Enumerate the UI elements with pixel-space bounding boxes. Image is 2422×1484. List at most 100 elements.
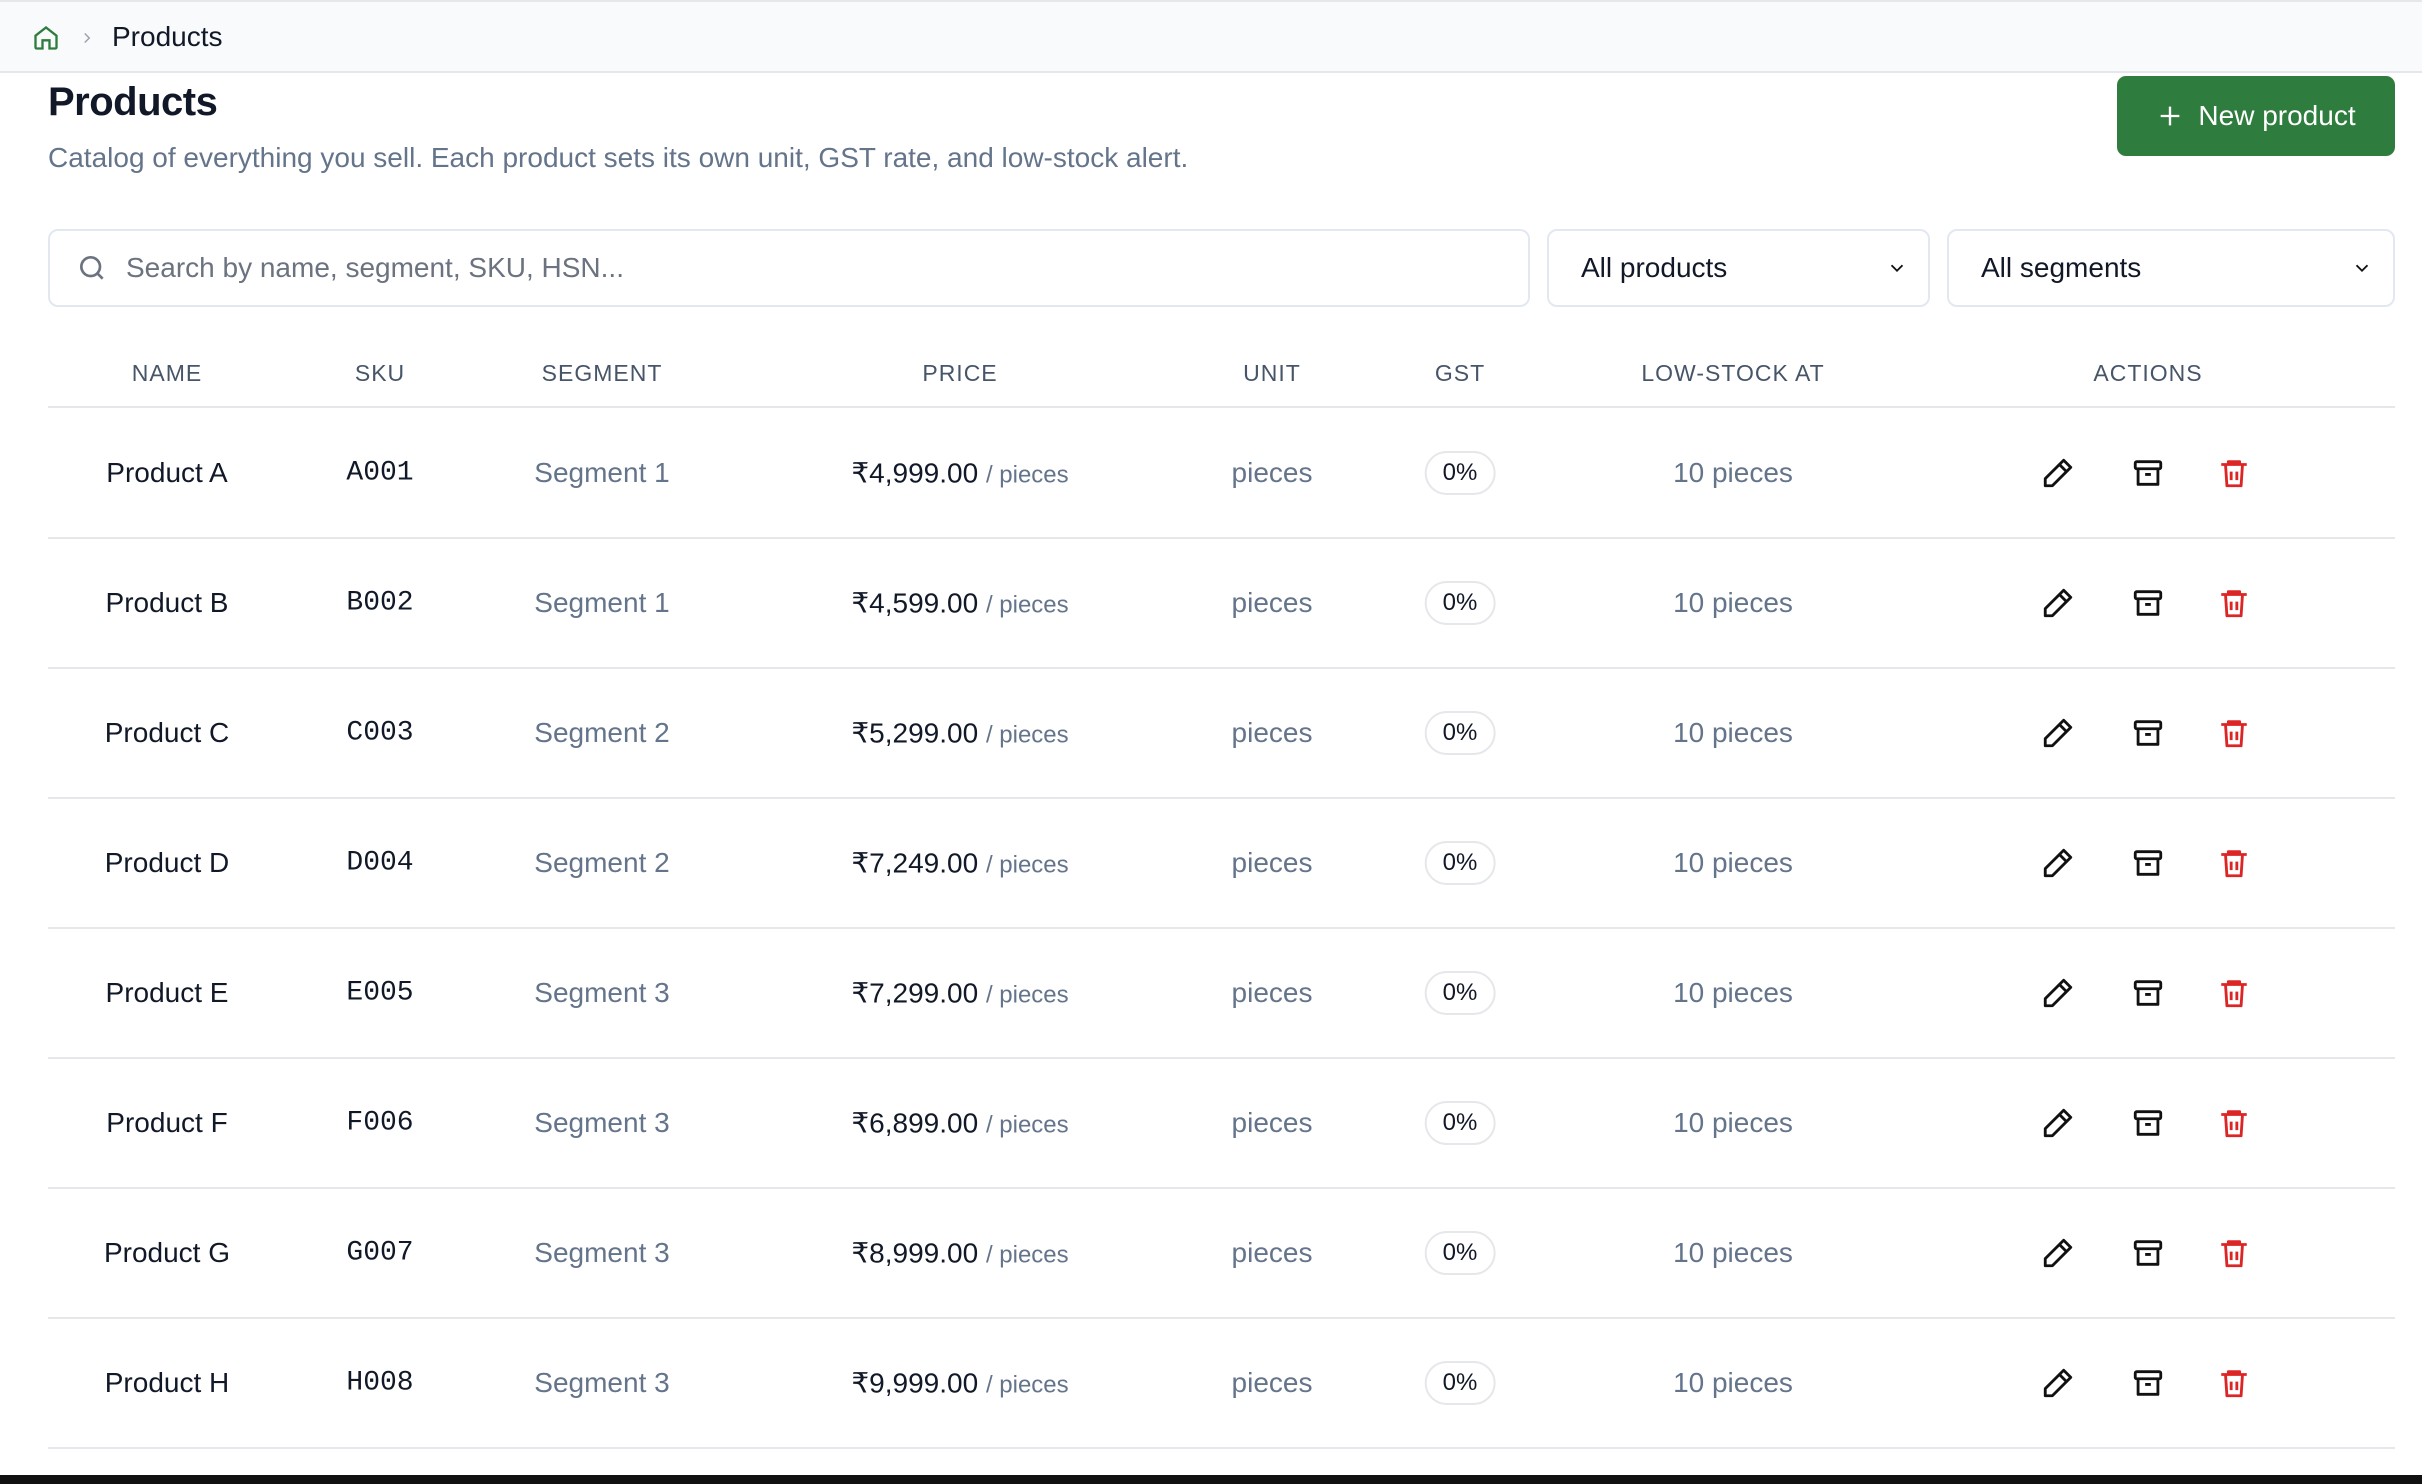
sku: D004 bbox=[346, 847, 414, 879]
segment-select[interactable]: All segments bbox=[1947, 229, 2395, 307]
low-stock: 10 pieces bbox=[1673, 977, 1793, 1008]
row-divider bbox=[48, 927, 2395, 929]
segment: Segment 3 bbox=[534, 1237, 670, 1268]
search-input[interactable]: Search by name, segment, SKU, HSN... bbox=[48, 229, 1530, 307]
delete-icon bbox=[2221, 1370, 2247, 1398]
price-cell: ₹4,999.00 / pieces bbox=[851, 457, 1068, 490]
column-header: GST bbox=[1434, 360, 1486, 386]
archive-button[interactable] bbox=[2131, 976, 2165, 1010]
chevron-down bbox=[1890, 264, 1904, 273]
plus-icon bbox=[2161, 106, 2180, 126]
bottom-bar bbox=[0, 1475, 2422, 1484]
breadcrumb-current: Products bbox=[112, 21, 223, 52]
header-divider bbox=[48, 406, 2395, 408]
edit-icon bbox=[2043, 1238, 2073, 1268]
unit: pieces bbox=[1231, 717, 1313, 748]
price-unit: / pieces bbox=[985, 851, 1069, 879]
unit: pieces bbox=[1231, 847, 1313, 878]
product-name: Product G bbox=[103, 1237, 231, 1268]
price-unit: / pieces bbox=[985, 1111, 1069, 1139]
gst-badge: 0% bbox=[1424, 971, 1496, 1015]
segment: Segment 3 bbox=[534, 1107, 670, 1138]
price: ₹8,999.00 bbox=[851, 1237, 979, 1269]
home-icon[interactable] bbox=[32, 24, 60, 52]
low-stock: 10 pieces bbox=[1673, 457, 1793, 488]
low-stock: 10 pieces bbox=[1673, 847, 1793, 878]
archive-button[interactable] bbox=[2131, 456, 2165, 490]
edit-button[interactable] bbox=[2041, 456, 2075, 490]
archive-icon bbox=[2133, 850, 2163, 876]
delete-icon bbox=[2221, 590, 2247, 618]
edit-icon bbox=[2043, 1368, 2073, 1398]
delete-button[interactable] bbox=[2217, 1366, 2251, 1400]
sku: A001 bbox=[346, 457, 414, 489]
archive-icon bbox=[2133, 1240, 2163, 1266]
segment: Segment 3 bbox=[534, 1367, 670, 1398]
edit-button[interactable] bbox=[2041, 1366, 2075, 1400]
edit-button[interactable] bbox=[2041, 1106, 2075, 1140]
price: ₹7,299.00 bbox=[851, 977, 979, 1009]
new-product-button[interactable]: New product bbox=[2117, 76, 2395, 156]
price-cell: ₹8,999.00 / pieces bbox=[851, 1237, 1068, 1270]
edit-button[interactable] bbox=[2041, 976, 2075, 1010]
row-divider bbox=[48, 1447, 2395, 1449]
gst-badge: 0% bbox=[1424, 711, 1496, 755]
archive-button[interactable] bbox=[2131, 1236, 2165, 1270]
chevron-down bbox=[2355, 264, 2369, 273]
delete-icon bbox=[2221, 980, 2247, 1008]
price-unit: / pieces bbox=[985, 461, 1069, 489]
gst-badge: 0% bbox=[1424, 1231, 1496, 1275]
edit-icon bbox=[2043, 848, 2073, 878]
button-label: New product bbox=[2198, 100, 2356, 131]
status-select[interactable]: All products bbox=[1547, 229, 1930, 307]
select-value: All segments bbox=[1981, 252, 2142, 283]
delete-button[interactable] bbox=[2217, 1236, 2251, 1270]
edit-button[interactable] bbox=[2041, 586, 2075, 620]
delete-button[interactable] bbox=[2217, 846, 2251, 880]
price: ₹4,999.00 bbox=[851, 457, 979, 489]
product-name: Product D bbox=[104, 847, 230, 878]
archive-button[interactable] bbox=[2131, 1366, 2165, 1400]
edit-button[interactable] bbox=[2041, 716, 2075, 750]
edit-icon bbox=[2043, 978, 2073, 1008]
edit-button[interactable] bbox=[2041, 1236, 2075, 1270]
breadcrumb-bar: Products bbox=[0, 0, 2422, 73]
delete-button[interactable] bbox=[2217, 976, 2251, 1010]
price: ₹6,899.00 bbox=[851, 1107, 979, 1139]
sku: G007 bbox=[346, 1237, 414, 1269]
archive-icon bbox=[2133, 1110, 2163, 1136]
edit-icon bbox=[2043, 1108, 2073, 1138]
gst-badge: 0% bbox=[1424, 451, 1496, 495]
product-name: Product F bbox=[106, 1107, 228, 1138]
delete-icon bbox=[2221, 1240, 2247, 1268]
archive-icon bbox=[2133, 590, 2163, 616]
delete-button[interactable] bbox=[2217, 586, 2251, 620]
edit-icon bbox=[2043, 458, 2073, 488]
search-placeholder: Search by name, segment, SKU, HSN... bbox=[126, 252, 624, 283]
price-cell: ₹6,899.00 / pieces bbox=[851, 1107, 1068, 1140]
price-cell: ₹5,299.00 / pieces bbox=[851, 717, 1068, 750]
unit: pieces bbox=[1231, 1237, 1313, 1268]
delete-button[interactable] bbox=[2217, 456, 2251, 490]
delete-button[interactable] bbox=[2217, 716, 2251, 750]
low-stock: 10 pieces bbox=[1673, 1367, 1793, 1398]
archive-button[interactable] bbox=[2131, 846, 2165, 880]
product-name: Product B bbox=[105, 587, 229, 618]
price-cell: ₹4,599.00 / pieces bbox=[851, 587, 1068, 620]
sku: E005 bbox=[346, 977, 414, 1009]
row-divider bbox=[48, 537, 2395, 539]
price-cell: ₹7,249.00 / pieces bbox=[851, 847, 1068, 880]
archive-button[interactable] bbox=[2131, 716, 2165, 750]
archive-icon bbox=[2133, 980, 2163, 1006]
price: ₹7,249.00 bbox=[851, 847, 979, 879]
column-header: SKU bbox=[354, 360, 406, 386]
edit-button[interactable] bbox=[2041, 846, 2075, 880]
select-value: All products bbox=[1581, 252, 1728, 283]
low-stock: 10 pieces bbox=[1673, 1237, 1793, 1268]
archive-icon bbox=[2133, 1370, 2163, 1396]
archive-button[interactable] bbox=[2131, 586, 2165, 620]
column-header: ACTIONS bbox=[2093, 360, 2203, 386]
delete-button[interactable] bbox=[2217, 1106, 2251, 1140]
archive-button[interactable] bbox=[2131, 1106, 2165, 1140]
